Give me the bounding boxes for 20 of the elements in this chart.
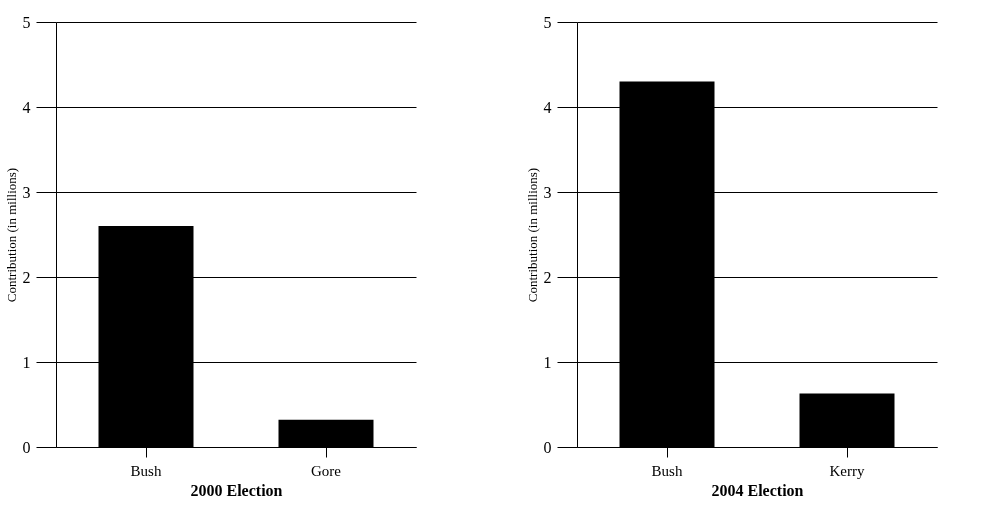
y-tick-label: 0 [22, 438, 31, 456]
x-axis-title: 2004 Election [711, 481, 804, 499]
x-tick-label: Bush [651, 462, 683, 479]
y-tick-label: 0 [543, 438, 552, 456]
y-tick-label: 5 [543, 13, 552, 31]
x-tick-label: Kerry [829, 462, 865, 479]
x-axis-title: 2000 Election [190, 481, 283, 499]
y-tick-label: 1 [22, 353, 31, 371]
x-tick-label: Bush [130, 462, 162, 479]
y-tick-label: 4 [543, 98, 552, 116]
y-tick-label: 5 [22, 13, 31, 31]
y-axis-title: Contribution (in millions) [3, 167, 19, 303]
x-tick-label: Gore [311, 462, 342, 479]
y-tick-label: 1 [543, 353, 552, 371]
y-tick-label: 4 [22, 98, 31, 116]
y-tick-label: 2 [543, 268, 552, 286]
y-tick-label: 3 [543, 183, 552, 201]
y-tick-label: 2 [22, 268, 31, 286]
y-tick-label: 3 [22, 183, 31, 201]
y-axis-title: Contribution (in millions) [524, 167, 540, 303]
